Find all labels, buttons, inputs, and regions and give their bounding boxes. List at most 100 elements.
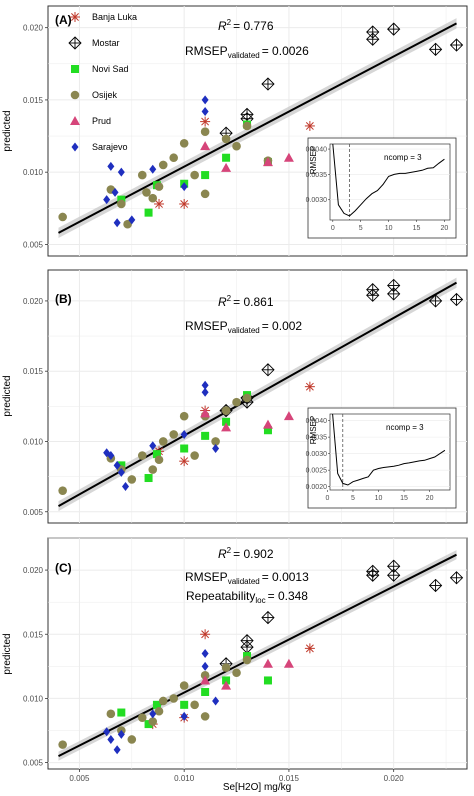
data-point-mostar [366,283,380,297]
legend-label-osijek: Osijek [92,90,118,100]
data-point-mostar [387,278,401,293]
data-point-osijek [221,663,231,672]
data-point-prud [283,152,294,162]
data-point-novi-sad [180,700,189,709]
panel-b-r2-value: = 0.861 [233,295,274,309]
panel-a-inset: 0.0030 0.0035 0.0040 0 5 10 15 20 RMSEP ncomp =… [306,137,457,239]
data-point-mostar [240,634,254,648]
data-point-osijek [106,709,116,719]
panel-b-label: (B) [55,292,72,306]
panel-c-ylabel: predicted [2,633,13,674]
data-point-osijek [242,655,252,665]
data-point-sarajevo [128,215,136,225]
panel-a-y-axis: 0.005 0.010 0.015 0.020 [23,24,48,249]
data-point-novi-sad [201,431,210,440]
data-point-sarajevo [103,727,111,737]
data-point-prud [262,658,273,668]
data-point-mostar [261,610,275,625]
data-point-osijek [190,170,199,180]
legend-label-mostar: Mostar [92,38,120,48]
x-tick-label: 0.010 [174,774,195,783]
data-point-prud [200,675,211,685]
y-tick-label: 0.005 [23,759,44,768]
data-point-osijek [58,486,67,495]
inset-x-tick-label: 15 [400,495,408,502]
data-point-osijek [169,694,178,703]
data-point-mostar [366,564,380,579]
panel-c-r2: R2 = 0.902 [218,546,274,561]
data-point-banja-luka [304,643,315,654]
x-tick-label: 0.015 [279,774,300,783]
x-tick-label: 0.020 [384,774,405,783]
panel-b-r2: R2 = 0.861 [218,294,274,309]
data-point-mostar [261,77,275,91]
data-point-prud [262,157,273,167]
inset-rmsep-curve [332,143,445,217]
data-point-osijek [127,735,137,744]
data-point-banja-luka [179,456,190,467]
data-point-prud [283,658,294,668]
panel-c-regression-line [58,553,457,758]
panel-a-inset-ylabel: RMSEP [309,146,318,174]
inset-x-tick-label: 5 [351,495,355,502]
y-tick-label: 0.020 [23,297,44,306]
panel-a: 0.005 0.010 0.015 0.020 predicted (A) Banja… [2,5,468,257]
data-point-sarajevo [117,467,125,477]
data-point-sarajevo [201,106,209,116]
data-point-sarajevo [117,167,125,177]
panel-c: 0.005 0.010 0.015 0.020 0.005 0.010 0.015 0.02… [2,537,468,793]
data-point-sarajevo [149,164,157,174]
legend-marker-mostar [68,36,82,50]
panel-b-points [58,278,464,495]
data-point-mostar [449,571,464,585]
data-point-osijek [117,199,126,209]
legend-label-prud: Prud [92,116,111,126]
panel-b-rmsep: RMSEPvalidated = 0.002 [185,319,302,335]
data-point-mostar [428,42,443,56]
data-point-novi-sad [263,676,272,685]
data-point-osijek [137,713,147,722]
regression-line [58,553,457,758]
legend-marker-banja-luka [70,12,80,22]
data-point-osijek [154,182,164,191]
data-point-osijek [179,138,189,148]
data-point-novi-sad [144,208,153,217]
data-point-novi-sad [180,444,189,453]
inset-plot-frame [329,143,451,221]
data-point-osijek [242,393,252,403]
data-point-osijek [127,475,137,484]
inset-y-tick-label: 0.0040 [306,147,328,154]
panel-b: 0.005 0.010 0.015 0.020 predicted (B) R2 = 0… [2,269,468,524]
data-point-novi-sad [222,417,231,426]
inset-y-tick-label: 0.0030 [306,197,328,204]
data-point-osijek [169,153,178,163]
data-point-osijek [154,455,164,465]
data-point-osijek [221,406,231,415]
inset-x-tick-label: 20 [426,495,434,502]
data-point-novi-sad [152,700,161,709]
data-point-mostar [428,294,443,308]
data-point-mostar [449,38,464,52]
data-point-sarajevo [113,460,121,470]
data-point-prud [221,422,232,432]
data-point-novi-sad [201,171,210,180]
data-point-banja-luka [179,198,190,209]
data-point-novi-sad [222,676,231,685]
data-point-osijek [232,397,241,407]
data-point-sarajevo [122,481,130,491]
data-point-osijek [190,451,199,460]
data-point-sarajevo [107,451,115,461]
data-point-novi-sad [117,708,126,717]
data-point-banja-luka [200,116,211,127]
panel-a-r2-value: = 0.776 [233,19,274,33]
data-point-mostar [261,363,275,377]
inset-x-tick-label: 15 [413,225,421,232]
data-point-osijek [154,706,164,716]
data-point-novi-sad [144,720,153,729]
data-point-osijek [58,212,67,222]
panel-b-grid [48,270,467,523]
y-tick-label: 0.005 [23,240,44,249]
panel-a-inset-annotation: ncomp = 3 [384,153,422,162]
data-point-osijek [232,668,241,678]
panel-b-inset-annotation: ncomp = 3 [386,423,424,432]
